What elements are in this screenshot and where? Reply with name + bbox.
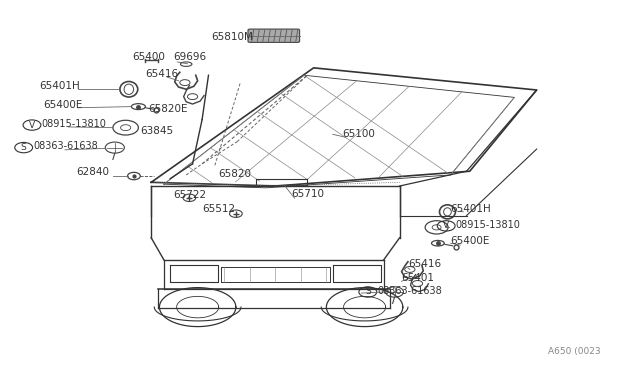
Text: V: V	[29, 121, 35, 129]
Text: 65416: 65416	[145, 69, 178, 79]
Text: 65820E: 65820E	[148, 105, 188, 114]
Text: 65100: 65100	[342, 129, 375, 139]
Text: V: V	[443, 221, 449, 230]
Text: 65400E: 65400E	[451, 236, 490, 246]
Text: 65401: 65401	[401, 273, 435, 283]
Text: 65710: 65710	[291, 189, 324, 199]
Text: 08915-13810: 08915-13810	[456, 219, 520, 230]
Text: 63845: 63845	[140, 126, 173, 136]
Text: 65400E: 65400E	[43, 100, 82, 110]
Text: 62840: 62840	[77, 167, 109, 177]
Text: 65401H: 65401H	[451, 204, 492, 214]
Text: 08363-61638: 08363-61638	[33, 141, 98, 151]
Text: 08363-61638: 08363-61638	[378, 286, 442, 296]
FancyBboxPatch shape	[248, 29, 300, 42]
Text: 65400: 65400	[132, 52, 165, 62]
Text: 69696: 69696	[173, 52, 207, 62]
Text: 65810M: 65810M	[212, 32, 253, 42]
Text: S: S	[21, 143, 27, 152]
Text: 65722: 65722	[173, 190, 207, 200]
Text: 08915-13810: 08915-13810	[42, 119, 106, 129]
Text: S: S	[365, 288, 371, 296]
Text: 65512: 65512	[202, 204, 236, 214]
Text: 65820: 65820	[218, 169, 251, 179]
Text: A650 (0023: A650 (0023	[548, 347, 600, 356]
Text: 65416: 65416	[408, 259, 441, 269]
Text: 65401H: 65401H	[40, 81, 81, 91]
